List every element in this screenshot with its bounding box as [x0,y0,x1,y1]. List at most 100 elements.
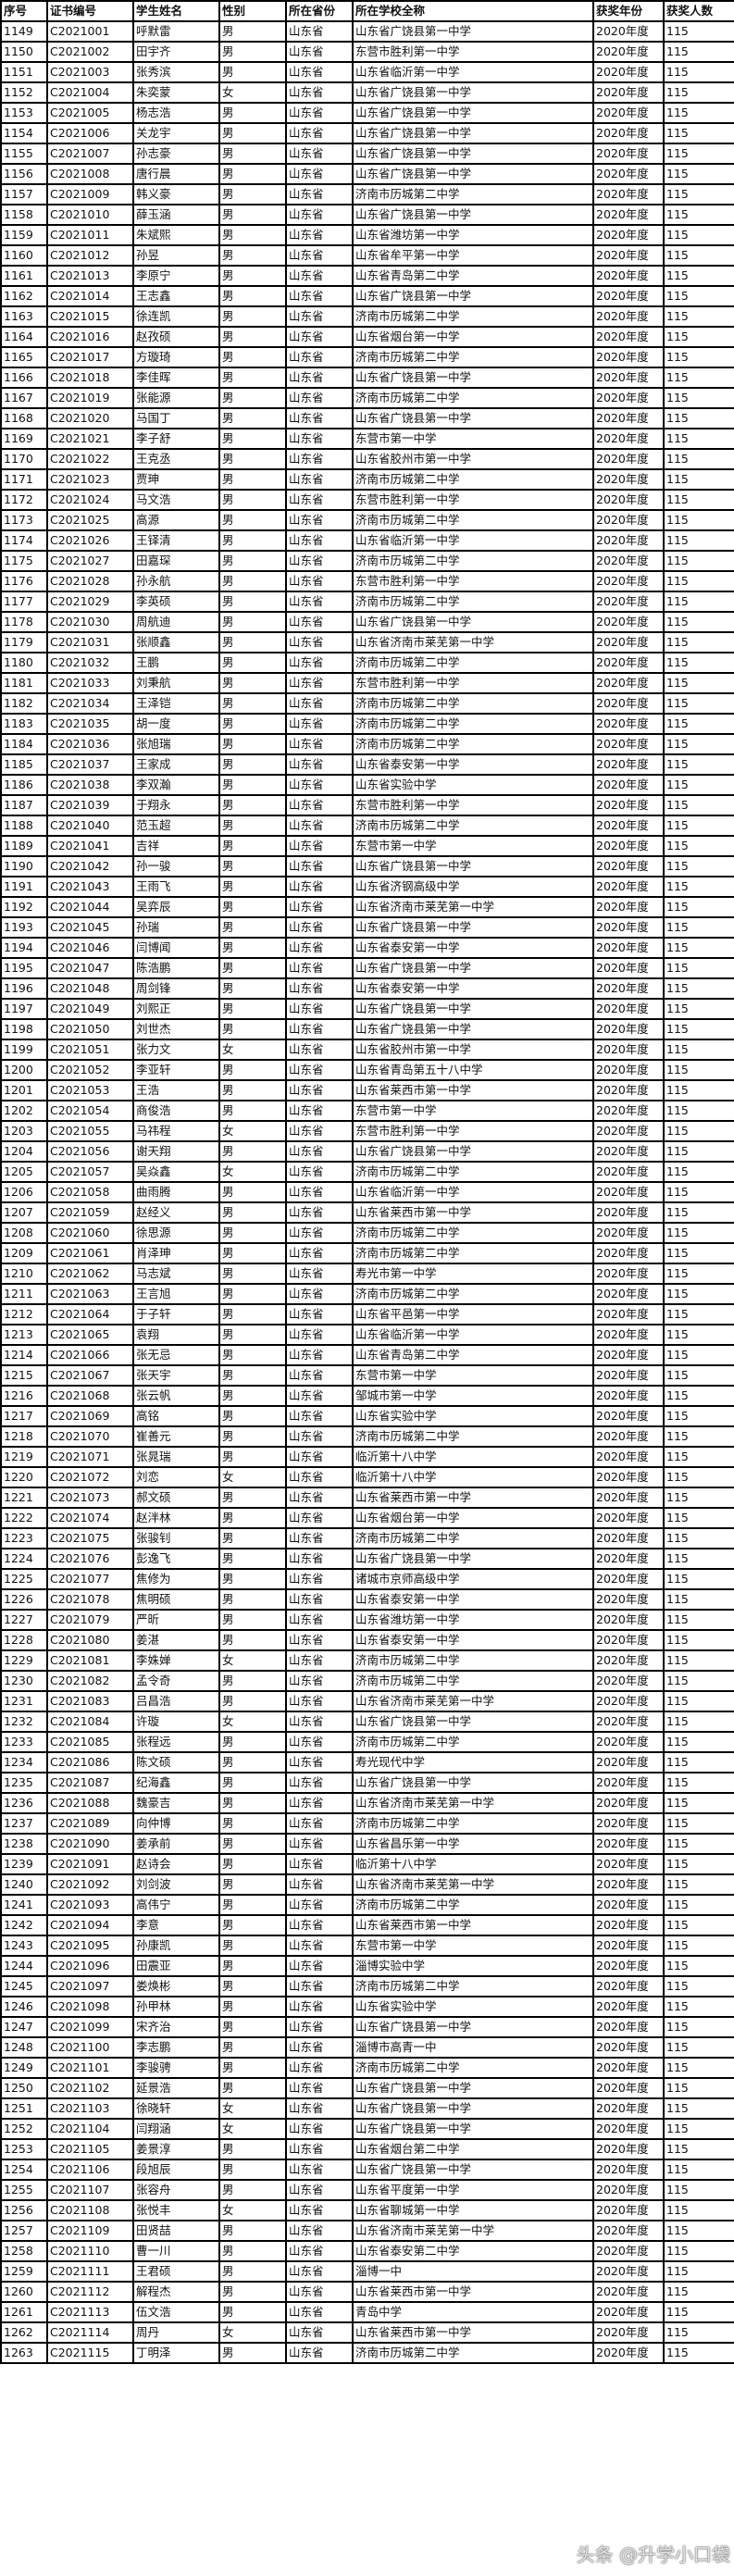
cell-school: 山东省胶州市第一中学 [352,1039,594,1061]
cell-school: 济南市历城第二中学 [352,1649,594,1672]
cell-student-name: 李亚轩 [132,1059,220,1081]
cell-province: 山东省 [285,1935,354,1957]
cell-school: 山东省潍坊第一中学 [352,224,594,246]
cell-school: 山东省泰安第一中学 [352,753,594,776]
cell-gender: 男 [218,2240,287,2262]
cell-province: 山东省 [285,835,354,857]
cell-award-year: 2020年度 [592,2342,665,2364]
cell-certificate-no: C2021066 [46,1344,134,1366]
cell-award-year: 2020年度 [592,672,665,694]
cell-award-year: 2020年度 [592,1731,665,1753]
cell-certificate-no: C2021051 [46,1039,134,1061]
cell-award-count: 115 [663,1446,734,1468]
cell-school: 淄博实验中学 [352,1955,594,1977]
cell-award-count: 115 [663,2281,734,2303]
cell-certificate-no: C2021045 [46,916,134,939]
cell-award-count: 115 [663,1405,734,1427]
cell-seq: 1170 [0,448,48,470]
cell-award-year: 2020年度 [592,713,665,735]
cell-certificate-no: C2021015 [46,305,134,328]
cell-province: 山东省 [285,2159,354,2181]
cell-gender: 男 [218,631,287,653]
table-row: 1180 C2021032 王鹏男山东省 济南市历城第二中学 2020年度 115 [0,652,734,674]
cell-seq: 1245 [0,1975,48,1997]
cell-gender: 男 [218,713,287,735]
cell-award-year: 2020年度 [592,102,665,124]
cell-school: 临沂第十八中学 [352,1853,594,1875]
cell-award-count: 115 [663,1873,734,1896]
cell-province: 山东省 [285,753,354,776]
cell-award-count: 115 [663,2199,734,2221]
cell-school: 青岛中学 [352,2301,594,2323]
cell-seq: 1246 [0,1996,48,2018]
cell-award-year: 2020年度 [592,937,665,959]
cell-student-name: 王鹏 [132,652,220,674]
table-row: 1151 C2021003 张秀滨男山东省 山东省临沂第一中学 2020年度 115 [0,61,734,83]
cell-school: 山东省济南市莱芜第一中学 [352,1792,594,1814]
cell-province: 山东省 [285,244,354,267]
cell-award-count: 115 [663,1018,734,1040]
cell-certificate-no: C2021075 [46,1527,134,1549]
cell-award-year: 2020年度 [592,1079,665,1101]
table-row: 1252 C2021104 闫翔涵女山东省 山东省广饶县第一中学 2020年度 115 [0,2118,734,2140]
cell-seq: 1233 [0,1731,48,1753]
cell-seq: 1252 [0,2118,48,2140]
cell-student-name: 马文浩 [132,489,220,511]
cell-student-name: 高源 [132,509,220,531]
cell-award-year: 2020年度 [592,489,665,511]
cell-seq: 1156 [0,163,48,185]
cell-student-name: 唐行晨 [132,163,220,185]
cell-award-year: 2020年度 [592,1751,665,1773]
cell-award-year: 2020年度 [592,1568,665,1590]
cell-gender: 女 [218,1466,287,1488]
header-award-year: 获奖年份 [592,0,665,22]
cell-seq: 1188 [0,815,48,837]
cell-school: 山东省广饶县第一中学 [352,1548,594,1570]
cell-province: 山东省 [285,2118,354,2140]
cell-award-count: 115 [663,204,734,226]
cell-award-year: 2020年度 [592,1201,665,1224]
cell-seq: 1191 [0,876,48,898]
cell-province: 山东省 [285,1751,354,1773]
cell-gender: 男 [218,387,287,409]
cell-certificate-no: C2021005 [46,102,134,124]
cell-certificate-no: C2021053 [46,1079,134,1101]
cell-gender: 男 [218,1609,287,1631]
cell-student-name: 田震亚 [132,1955,220,1977]
cell-seq: 1240 [0,1873,48,1896]
table-row: 1227 C2021079 严昕男山东省 山东省潍坊第一中学 2020年度 115 [0,1609,734,1631]
table-row: 1247 C2021099 宋齐治男山东省 山东省广饶县第一中学 2020年度 115 [0,2016,734,2038]
cell-award-year: 2020年度 [592,2097,665,2120]
cell-gender: 男 [218,1670,287,1692]
cell-certificate-no: C2021040 [46,815,134,837]
cell-gender: 男 [218,1201,287,1224]
cell-award-count: 115 [663,753,734,776]
table-row: 1197 C2021049 刘熙正男山东省 山东省广饶县第一中学 2020年度 115 [0,998,734,1020]
cell-gender: 男 [218,1975,287,1997]
cell-award-count: 115 [663,1772,734,1794]
cell-award-count: 115 [663,2016,734,2038]
cell-student-name: 焦明硕 [132,1588,220,1611]
cell-award-year: 2020年度 [592,1609,665,1631]
cell-certificate-no: C2021050 [46,1018,134,1040]
cell-certificate-no: C2021048 [46,977,134,1000]
cell-award-year: 2020年度 [592,2321,665,2344]
cell-province: 山东省 [285,387,354,409]
cell-certificate-no: C2021002 [46,41,134,63]
cell-certificate-no: C2021021 [46,428,134,450]
cell-province: 山东省 [285,163,354,185]
cell-certificate-no: C2021080 [46,1629,134,1651]
cell-award-year: 2020年度 [592,326,665,348]
table-row: 1199 C2021051 张力文女山东省 山东省胶州市第一中学 2020年度 115 [0,1039,734,1061]
cell-certificate-no: C2021062 [46,1263,134,1285]
cell-seq: 1164 [0,326,48,348]
cell-school: 山东省广饶县第一中学 [352,1140,594,1163]
cell-school: 东营市第一中学 [352,1364,594,1387]
cell-award-count: 115 [663,1487,734,1509]
cell-certificate-no: C2021093 [46,1894,134,1916]
cell-school: 济南市历城第二中学 [352,1242,594,1264]
cell-certificate-no: C2021016 [46,326,134,348]
cell-award-year: 2020年度 [592,570,665,592]
cell-gender: 男 [218,692,287,715]
cell-seq: 1186 [0,774,48,796]
